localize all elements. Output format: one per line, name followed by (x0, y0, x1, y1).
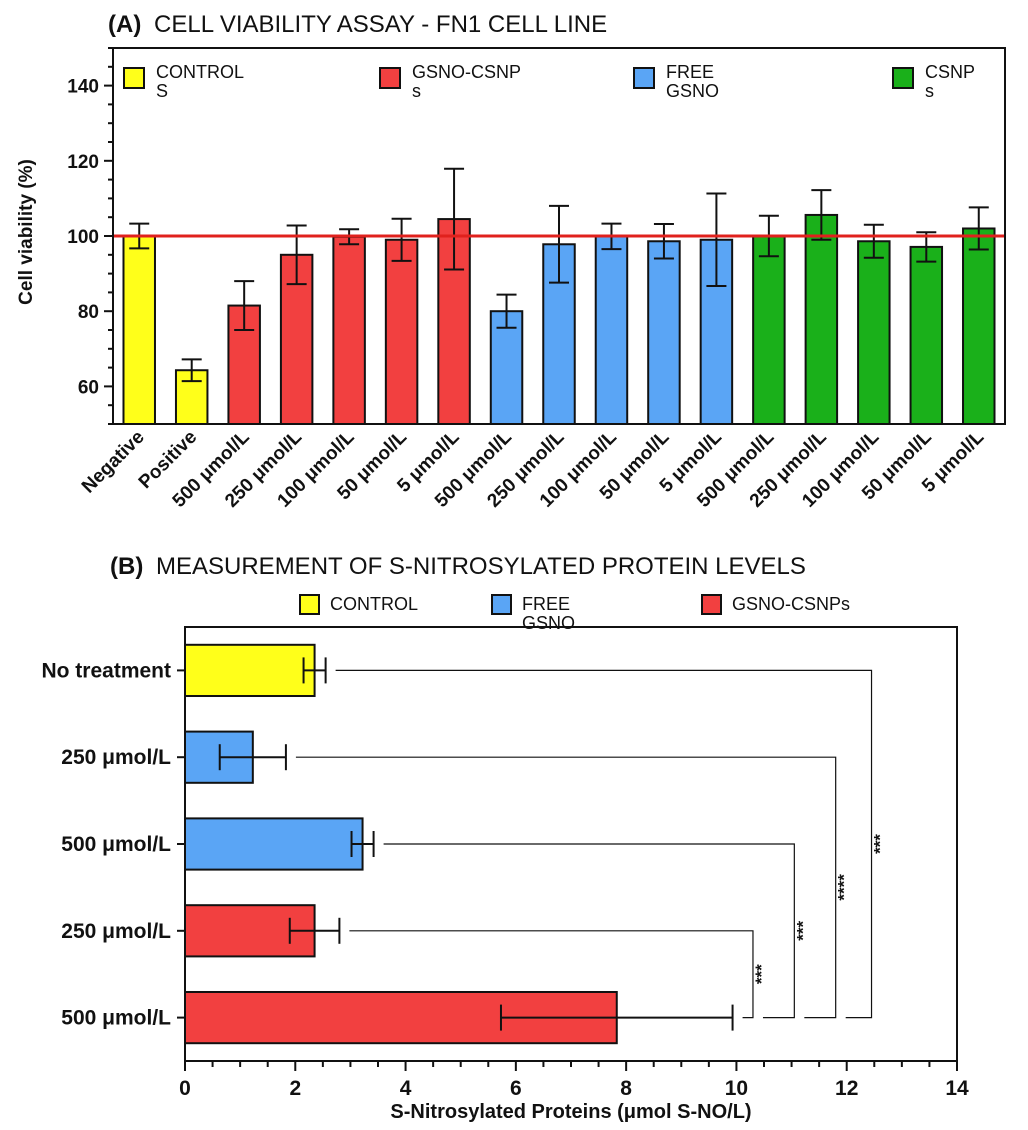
chart-a-legend-label: CONTROL (156, 62, 244, 82)
chart-b-x-tick-label: 12 (835, 1077, 858, 1100)
chart-a-category-label: Negative (78, 427, 149, 498)
chart-a-legend-label: s (412, 81, 421, 101)
chart-a-bar (332, 235, 366, 425)
chart-a-legend-swatch (633, 67, 655, 89)
chart-a-bar (122, 235, 156, 425)
chart-b-x-tick-label: 10 (725, 1077, 748, 1100)
chart-b-category-label: 500 μmol/L (61, 1007, 171, 1030)
chart-a-legend-label: CSNP (925, 62, 975, 82)
chart-b-significance-bracket (383, 843, 795, 1019)
chart-a-bar (384, 238, 419, 425)
chart-a-bar (647, 240, 681, 425)
chart-a-legend-swatch (892, 67, 914, 89)
chart-b-x-tick-label: 2 (289, 1077, 301, 1100)
chart-a-y-tick-label: 100 (67, 227, 99, 248)
chart-b-x-tick-label: 8 (620, 1077, 632, 1100)
chart-a-bar (594, 235, 629, 425)
chart-a-legend-label: GSNO-CSNP (412, 62, 521, 82)
chart-a-bar (857, 240, 891, 425)
chart-b-x-tick-label: 4 (400, 1077, 412, 1100)
chart-a-plot: CONTROLSGSNO-CSNPsFREEGSNOCSNPsNegativeP… (67, 47, 1006, 512)
chart-b-x-axis-label: S-Nitrosylated Proteins (μmol S-NO/L) (390, 1101, 751, 1123)
chart-a-y-axis-label: Cell viability (%) (16, 159, 37, 305)
chart-b-significance-label: **** (835, 874, 854, 901)
chart-a-y-tick-label: 60 (78, 377, 99, 398)
chart-b-significance-label: *** (793, 920, 812, 940)
chart-a-legend-label: S (156, 81, 168, 101)
chart-b-title: (B) MEASUREMENT OF S-NITROSYLATED PROTEI… (110, 553, 806, 580)
chart-b-significance-label: *** (752, 964, 771, 984)
chart-a-y-tick-label: 120 (67, 152, 99, 173)
chart-b-legend-label: CONTROL (330, 594, 418, 614)
chart-b-legend-label: FREE (522, 594, 570, 614)
chart-a-legend-label: GSNO (666, 81, 719, 101)
chart-a-title: (A) CELL VIABILITY ASSAY - FN1 CELL LINE (108, 11, 607, 38)
chart-b-legend-swatch (299, 594, 320, 615)
chart-b-x-tick-label: 6 (510, 1077, 522, 1100)
chart-b-category-label: 250 μmol/L (61, 746, 171, 769)
chart-b-significance-bracket (295, 756, 837, 1019)
chart-a-bar (962, 227, 996, 425)
chart-b-category-label: 250 μmol/L (61, 920, 171, 943)
chart-b-bar (184, 904, 316, 958)
chart-b-bar (184, 817, 364, 871)
chart-a-legend-label: s (925, 81, 934, 101)
chart-b-significance-bracket (335, 669, 873, 1019)
chart-b-legend-swatch (701, 594, 722, 615)
chart-b-bar (184, 643, 316, 698)
chart-b-significance-bracket (349, 930, 754, 1019)
chart-b-category-label: No treatment (41, 659, 171, 682)
chart-a-bar (752, 235, 786, 425)
chart-a-y-tick-label: 140 (67, 77, 99, 98)
chart-a-bar (804, 213, 839, 425)
chart-a-legend-swatch (123, 67, 145, 89)
chart-b-legend-label: GSNO-CSNPs (732, 594, 850, 614)
chart-a-y-tick-label: 80 (78, 302, 99, 323)
chart-b-category-label: 500 μmol/L (61, 833, 171, 856)
chart-a-bar (909, 245, 944, 425)
chart-b-x-tick-label: 0 (179, 1077, 191, 1100)
chart-b-x-tick-label: 14 (945, 1077, 969, 1100)
chart-b-legend-swatch (491, 594, 512, 615)
chart-b-legend-label: GSNO (522, 613, 575, 633)
chart-a-legend-swatch (379, 67, 401, 89)
chart-a-legend-label: FREE (666, 62, 714, 82)
chart-b-significance-label: *** (871, 834, 890, 854)
